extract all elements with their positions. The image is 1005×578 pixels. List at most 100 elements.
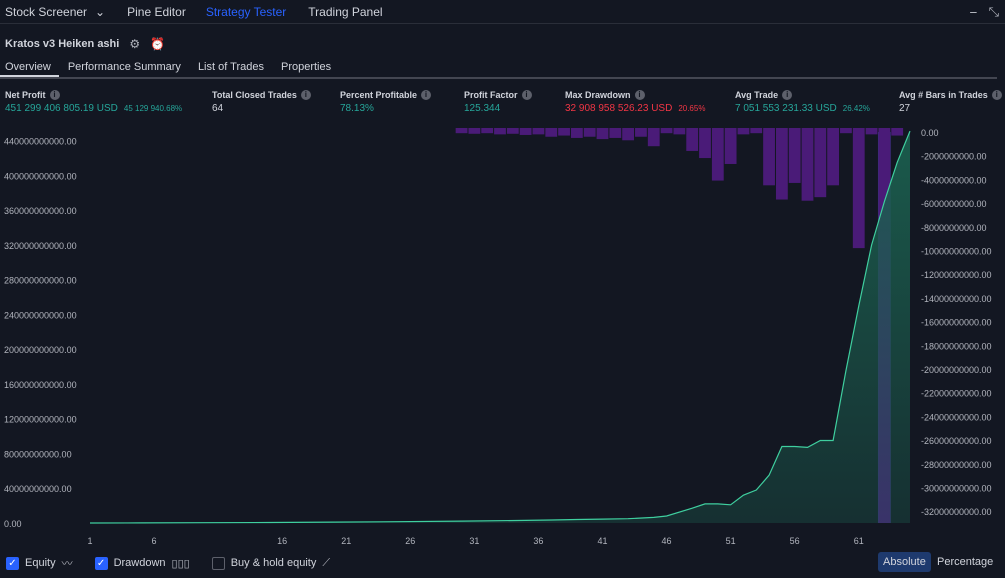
tab-trading-panel[interactable]: Trading Panel — [308, 4, 383, 19]
y-right-tick-label: -32000000000.00 — [921, 507, 992, 517]
trend-line-icon: ⟋ — [322, 556, 331, 569]
y-right-tick-label: -26000000000.00 — [921, 436, 992, 446]
strategy-name: Kratos v3 Heiken ashi — [5, 38, 120, 50]
tab-stock-screener[interactable]: Stock Screener — [5, 4, 88, 19]
drawdown-bar — [750, 128, 763, 134]
equity-toggle[interactable]: ✓ Equity 〰 — [6, 555, 73, 571]
x-tick-label: 26 — [405, 536, 415, 546]
gear-icon[interactable]: ⚙ — [129, 37, 141, 51]
drawdown-bar — [827, 128, 840, 186]
tab-pine-editor[interactable]: Pine Editor — [127, 4, 186, 19]
metric-value: 64 — [212, 103, 224, 114]
drawdown-bar — [724, 128, 737, 164]
drawdown-bar — [699, 128, 711, 159]
drawdown-bar — [506, 128, 519, 134]
y-right-tick-label: -22000000000.00 — [921, 389, 992, 399]
drawdown-bar — [494, 128, 506, 135]
metric-value: 125.344 — [464, 103, 501, 114]
y-right-tick-label: -14000000000.00 — [921, 294, 992, 304]
drawdown-label: Drawdown — [113, 557, 166, 569]
chart-axes: 440000000000.00 400000000000.00 3600000000… — [4, 128, 992, 546]
y-left-tick-label: 360000000000.00 — [4, 206, 77, 216]
buy-hold-toggle[interactable]: Buy & hold equity ⟋ — [211, 556, 331, 570]
info-icon[interactable]: i — [521, 90, 532, 100]
drawdown-bar — [558, 128, 570, 136]
info-icon[interactable]: i — [421, 90, 432, 100]
drawdown-bar — [686, 128, 699, 151]
collapse-icon[interactable]: ⤡ — [988, 4, 999, 19]
y-right-tick-label: -10000000000.00 — [921, 246, 992, 256]
alarm-clock-icon[interactable]: ⏰ — [150, 37, 166, 51]
x-tick-label: 56 — [790, 536, 800, 546]
metric-label: Avg Trade — [735, 90, 779, 100]
drawdown-bar — [865, 128, 878, 135]
drawdown-bar — [711, 128, 724, 181]
drawdown-bar — [737, 128, 750, 135]
drawdown-bar — [801, 128, 814, 201]
metric-avg-trade: Avg Trade i 7 051 553 231.33 USD 26.42% — [735, 90, 870, 114]
strategy-header: Kratos v3 Heiken ashi ⚙ ⏰ — [5, 36, 165, 52]
drawdown-bar — [481, 128, 494, 134]
drawdown-bar — [622, 128, 635, 141]
tab-strategy-tester[interactable]: Strategy Tester — [205, 4, 287, 19]
x-tick-label: 36 — [533, 536, 543, 546]
x-tick-label: 6 — [152, 536, 157, 546]
drawdown-bar — [660, 128, 673, 134]
y-left-tick-label: 40000000000.00 — [4, 484, 72, 494]
y-right-tick-label: -30000000000.00 — [921, 483, 992, 493]
stock-screener-dropdown[interactable]: ⌄ — [95, 4, 106, 19]
y-right-tick-label: -2000000000.00 — [921, 152, 987, 162]
metric-value: 32 908 958 526.23 USD — [565, 103, 673, 114]
info-icon[interactable]: i — [49, 90, 60, 100]
tab-performance-summary[interactable]: Performance Summary — [67, 61, 181, 73]
y-left-tick-label: 280000000000.00 — [4, 276, 77, 286]
drawdown-bar — [519, 128, 532, 135]
x-tick-label: 61 — [854, 536, 864, 546]
drawdown-bar — [583, 128, 596, 137]
drawdown-bar — [788, 128, 801, 183]
checkbox-checked-icon[interactable]: ✓ — [6, 556, 19, 570]
metric-max-drawdown: Max Drawdown i 32 908 958 526.23 USD 20.65… — [565, 90, 705, 114]
percentage-button[interactable]: Percentage — [937, 556, 994, 568]
drawdown-toggle[interactable]: ✓ Drawdown ▯▯▯ — [94, 556, 190, 570]
drawdown-bar — [635, 128, 647, 137]
chart-options: ✓ Equity 〰 ✓ Drawdown ▯▯▯ Buy & hold equity ⟋ — [0, 549, 1005, 577]
checkbox-checked-icon[interactable]: ✓ — [94, 556, 108, 570]
y-right-tick-label: -20000000000.00 — [921, 365, 992, 375]
absolute-button[interactable]: Absolute — [878, 552, 931, 572]
y-left-tick-label: 400000000000.00 — [4, 171, 77, 181]
metric-percent-profitable: Percent Profitable i 78.13% — [340, 90, 432, 114]
drawdown-bar — [455, 128, 468, 134]
drawdown-bar — [891, 128, 904, 136]
info-icon[interactable]: i — [300, 90, 311, 100]
checkbox-unchecked-icon[interactable] — [211, 556, 225, 570]
tab-properties[interactable]: Properties — [280, 61, 332, 73]
x-tick-label: 21 — [341, 536, 351, 546]
metric-net-profit: Net Profit i 451 299 406 805.19 USD 45 129… — [5, 90, 182, 114]
info-icon[interactable]: i — [991, 90, 1002, 100]
x-tick-label: 41 — [597, 536, 607, 546]
drawdown-bar — [596, 128, 609, 140]
info-icon[interactable]: i — [634, 90, 645, 100]
tab-overview[interactable]: Overview — [0, 57, 59, 77]
y-left-tick-label: 200000000000.00 — [4, 345, 77, 355]
drawdown-bar — [763, 128, 775, 186]
drawdown-bar — [609, 128, 622, 138]
x-tick-label: 46 — [662, 536, 672, 546]
drawdown-bar — [545, 128, 558, 137]
y-right-tick-label: 0.00 — [921, 128, 939, 138]
drawdown-bar — [468, 128, 481, 134]
y-right-tick-label: -18000000000.00 — [921, 341, 992, 351]
equity-chart[interactable]: 440000000000.00 400000000000.00 3600000000… — [0, 128, 1005, 548]
y-right-tick-label: -6000000000.00 — [921, 199, 987, 209]
y-right-tick-label: -28000000000.00 — [921, 460, 992, 470]
info-icon[interactable]: i — [782, 90, 793, 100]
y-right-tick-label: -16000000000.00 — [921, 318, 992, 328]
bar-chart-icon: ▯▯▯ — [171, 557, 190, 570]
metric-sub-value: 26.42% — [842, 104, 870, 113]
y-right-tick-label: -24000000000.00 — [921, 412, 992, 422]
minimize-icon[interactable]: ⎯ — [970, 4, 977, 19]
y-right-tick-label: -8000000000.00 — [921, 223, 987, 233]
x-tick-label: 51 — [726, 536, 736, 546]
tab-list-of-trades[interactable]: List of Trades — [197, 61, 264, 73]
